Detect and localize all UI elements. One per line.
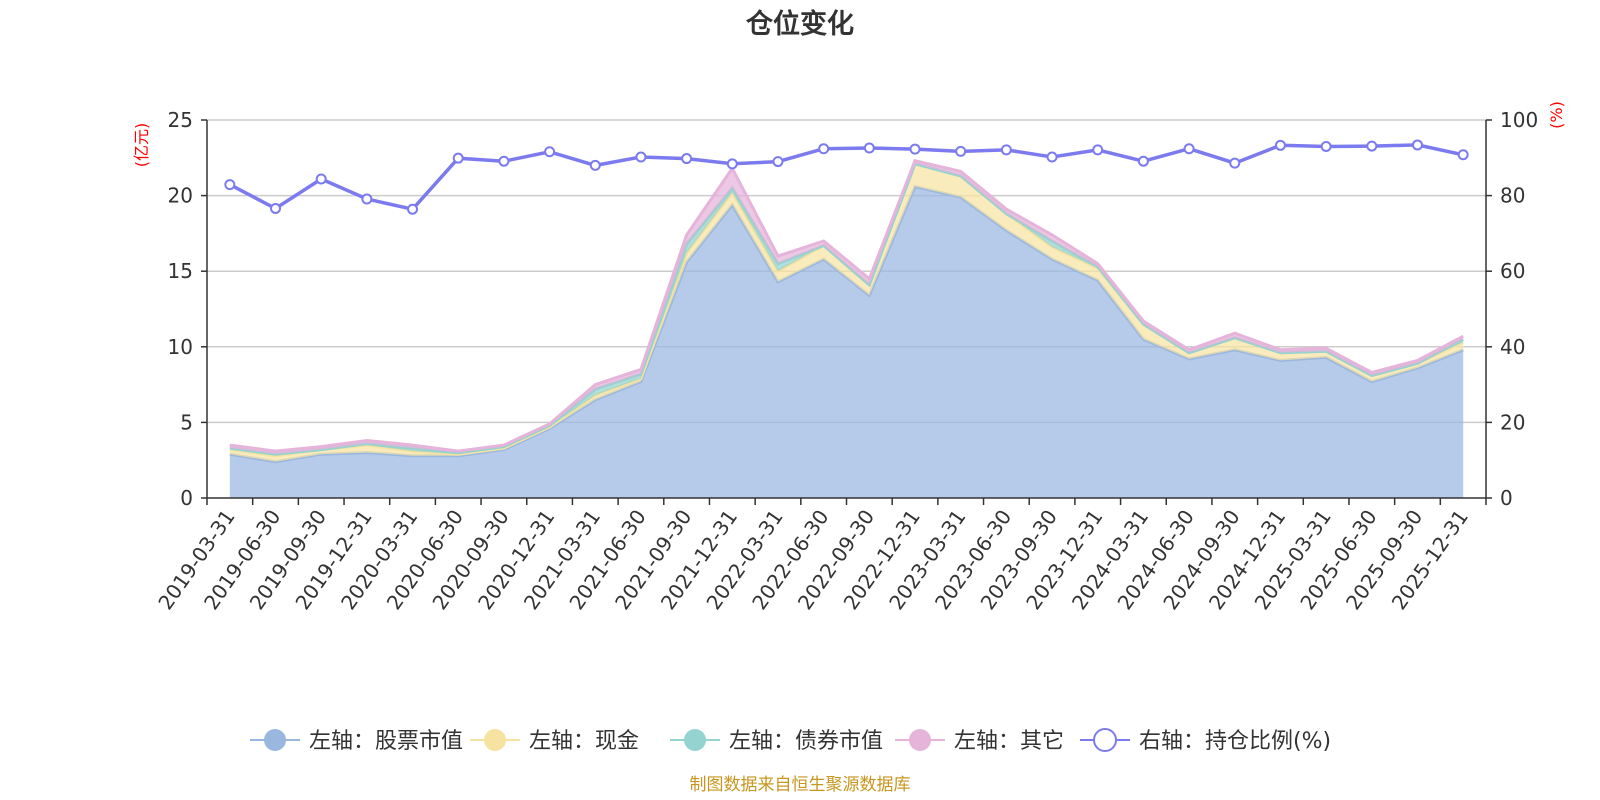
stacked-areas	[229, 159, 1464, 498]
y-right-tick-label: 100	[1500, 108, 1538, 132]
holding-ratio-line	[224, 139, 1469, 215]
legend-item: 左轴：现金	[470, 729, 639, 754]
legend-label: 左轴：债券市值	[729, 729, 883, 754]
ratio-point	[1137, 155, 1149, 167]
ratio-point	[224, 179, 236, 191]
chart-title: 仓位变化	[745, 8, 854, 40]
y-left-tick-label: 10	[168, 335, 193, 359]
legend-marker-icon	[1093, 728, 1117, 752]
legend-marker-icon	[264, 729, 286, 751]
y-left-tick-label: 0	[180, 486, 193, 510]
legend-label: 左轴：其它	[954, 729, 1064, 754]
y-right-tick-label: 60	[1500, 259, 1525, 283]
ratio-point	[1274, 139, 1286, 151]
data-source-note: 制图数据来自恒生聚源数据库	[690, 775, 911, 795]
ratio-point	[1183, 143, 1195, 155]
legend-marker-icon	[484, 729, 506, 751]
area-series-0	[229, 186, 1464, 498]
legend-label: 左轴：现金	[529, 729, 639, 754]
y-axis-right-unit: (%)	[1547, 101, 1566, 129]
ratio-line-path	[228, 143, 1464, 212]
ratio-point	[635, 151, 647, 163]
y-left-tick-label: 25	[168, 108, 193, 132]
y-right-tick-label: 80	[1500, 184, 1525, 208]
y-left-tick-label: 20	[168, 184, 193, 208]
y-right-tick-label: 20	[1500, 410, 1525, 434]
legend-item: 右轴：持仓比例(%)	[1080, 728, 1331, 754]
ratio-point	[1457, 149, 1469, 161]
y-axis-left-unit: (亿元)	[132, 123, 151, 168]
y-axis-right-ticks: 0 20 40 60 80 100	[1500, 108, 1538, 510]
ratio-point	[361, 193, 373, 205]
legend-marker-icon	[909, 729, 931, 751]
ratio-point	[681, 153, 693, 165]
legend-item: 左轴：其它	[895, 729, 1064, 754]
ratio-point	[407, 203, 419, 215]
ratio-point	[1000, 144, 1012, 156]
area-series-edge-3	[229, 159, 1464, 453]
ratio-point	[1092, 144, 1104, 156]
ratio-point	[1411, 139, 1423, 151]
ratio-point	[955, 145, 967, 157]
ratio-point	[818, 143, 830, 155]
ratio-point	[1366, 140, 1378, 152]
ratio-point	[772, 156, 784, 168]
ratio-point	[452, 152, 464, 164]
y-axis-left-ticks: 0 5 10 15 20 25	[168, 108, 193, 510]
legend-label: 右轴：持仓比例(%)	[1139, 729, 1331, 754]
ratio-point	[1229, 157, 1241, 169]
legend-item: 左轴：股票市值	[250, 729, 463, 754]
ratio-point	[498, 155, 510, 167]
y-left-tick-label: 5	[180, 410, 193, 434]
ratio-point	[270, 202, 282, 214]
ratio-point	[544, 146, 556, 158]
ratio-point	[1046, 151, 1058, 163]
ratio-point	[1320, 140, 1332, 152]
legend-item: 左轴：债券市值	[670, 729, 883, 754]
ratio-point	[863, 142, 875, 154]
ratio-point	[589, 159, 601, 171]
y-right-tick-label: 40	[1500, 335, 1525, 359]
legend: 左轴：股票市值 左轴：现金 左轴：债券市值 左轴：其它 右轴：持仓比例(%)	[250, 728, 1331, 754]
ratio-point	[909, 143, 921, 155]
ratio-point	[726, 158, 738, 170]
ratio-point	[315, 173, 327, 185]
x-axis-ticks: 2019-03-312019-06-302019-09-302019-12-31…	[153, 505, 1473, 614]
axes	[201, 119, 1492, 505]
y-right-tick-label: 0	[1500, 486, 1513, 510]
legend-marker-icon	[684, 729, 706, 751]
legend-label: 左轴：股票市值	[309, 729, 463, 754]
y-left-tick-label: 15	[168, 259, 193, 283]
